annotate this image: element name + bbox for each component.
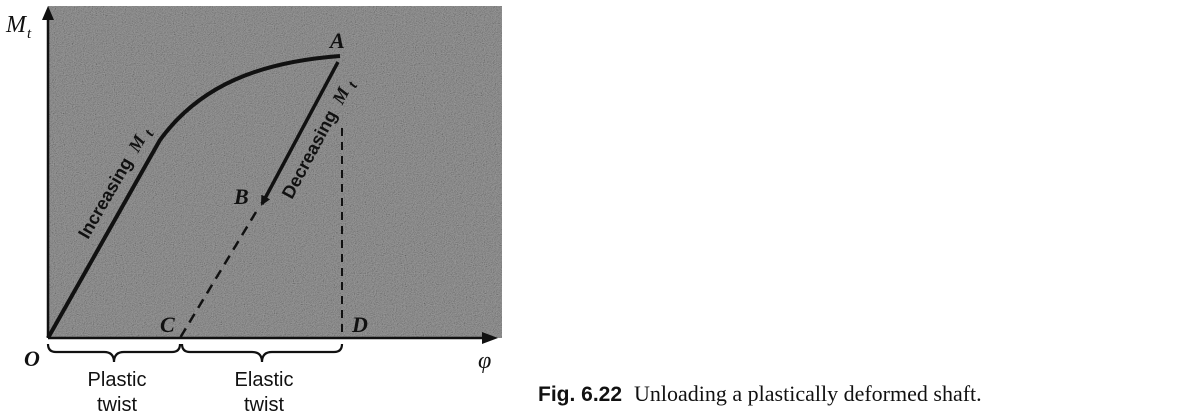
- unloading-dashed-line: [178, 211, 258, 339]
- elastic-twist-label-line1: Elastic: [235, 369, 294, 391]
- plastic-twist-label-line1: Plastic: [88, 369, 147, 391]
- x-axis-label: φ: [478, 348, 491, 374]
- unloading-arrow: [260, 61, 340, 206]
- point-label-d: D: [351, 312, 368, 337]
- point-label-b: B: [233, 184, 249, 209]
- figure-caption: Fig. 6.22 Unloading a plastically deforme…: [538, 381, 982, 407]
- point-label-a: A: [328, 28, 345, 53]
- point-label-o: O: [24, 346, 40, 371]
- y-axis-label: M: [5, 12, 28, 38]
- decreasing-label-subscript: t: [345, 79, 361, 91]
- plastic-twist-brace: [46, 343, 182, 363]
- point-label-c: C: [160, 312, 175, 337]
- elastic-twist-brace: [180, 343, 344, 363]
- plastic-twist-label-line2: twist: [97, 394, 137, 416]
- caption-text: Unloading a plastically deformed shaft.: [634, 381, 982, 406]
- y-axis-arrow-icon: [42, 6, 54, 20]
- plot-background: [48, 6, 502, 338]
- loading-curve: [46, 54, 341, 339]
- y-axis-label-sub: t: [27, 26, 32, 42]
- caption-number: Fig. 6.22: [538, 383, 623, 406]
- elastic-twist-label-line2: twist: [244, 394, 284, 416]
- x-axis-arrow-icon: [482, 332, 498, 344]
